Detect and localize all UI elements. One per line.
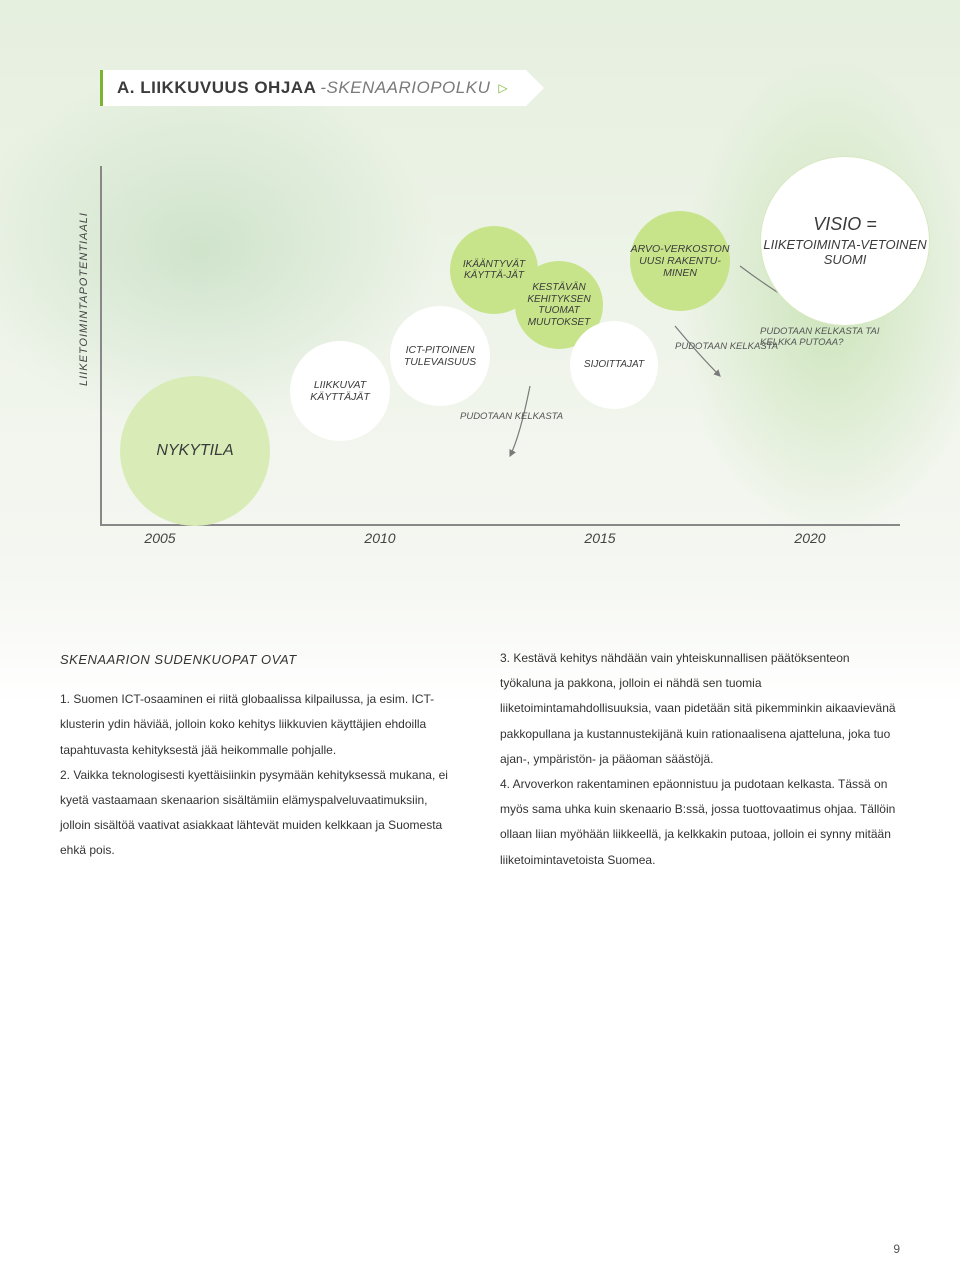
left-column: SKENAARION SUDENKUOPAT OVAT 1. Suomen IC… [60, 646, 460, 873]
page-number: 9 [893, 1242, 900, 1256]
triangle-icon: ▷ [498, 81, 507, 95]
section-header-tab: A. LIIKKUVUUS OHJAA -SKENAARIOPOLKU ▷ [100, 70, 526, 106]
right-column: 3. Kestävä kehitys nähdään vain yhteisku… [500, 646, 900, 873]
bubble-liikkuvat: LIIKKUVAT KÄYTTÄJÄT [290, 341, 390, 441]
bubble-visio: VISIO = LIIKETOIMINTA-VETOINEN SUOMI [760, 156, 930, 326]
header-bold: A. LIIKKUVUUS OHJAA [117, 78, 316, 98]
bubble-sijoittajat: SIJOITTAJAT [570, 321, 658, 409]
page-content: A. LIIKKUVUUS OHJAA -SKENAARIOPOLKU ▷ LI… [0, 0, 960, 913]
scenario-diagram: LIIKETOIMINTAPOTENTIAALI 2005 2010 2015 … [100, 126, 900, 566]
section-subheading: SKENAARION SUDENKUOPAT OVAT [60, 646, 460, 673]
bubble-nykytila: NYKYTILA [120, 376, 270, 526]
annot-1: PUDOTAAN KELKASTA [460, 411, 563, 422]
bubble-ict: ICT-PITOINEN TULEVAISUUS [390, 306, 490, 406]
header-light: -SKENAARIOPOLKU [320, 78, 490, 98]
visio-title: VISIO = [761, 214, 929, 235]
y-axis-label: LIIKETOIMINTAPOTENTIAALI [78, 212, 90, 386]
visio-sub: LIIKETOIMINTA-VETOINEN SUOMI [761, 238, 929, 268]
right-column-text: 3. Kestävä kehitys nähdään vain yhteisku… [500, 646, 900, 873]
annot-3: PUDOTAAN KELKASTA TAI KELKKA PUTOAA? [760, 326, 910, 348]
bubble-arvoverkosto: ARVO-VERKOSTON UUSI RAKENTU-MINEN [630, 211, 730, 311]
body-text-area: SKENAARION SUDENKUOPAT OVAT 1. Suomen IC… [60, 646, 900, 873]
left-column-text: 1. Suomen ICT-osaaminen ei riitä globaal… [60, 687, 460, 863]
